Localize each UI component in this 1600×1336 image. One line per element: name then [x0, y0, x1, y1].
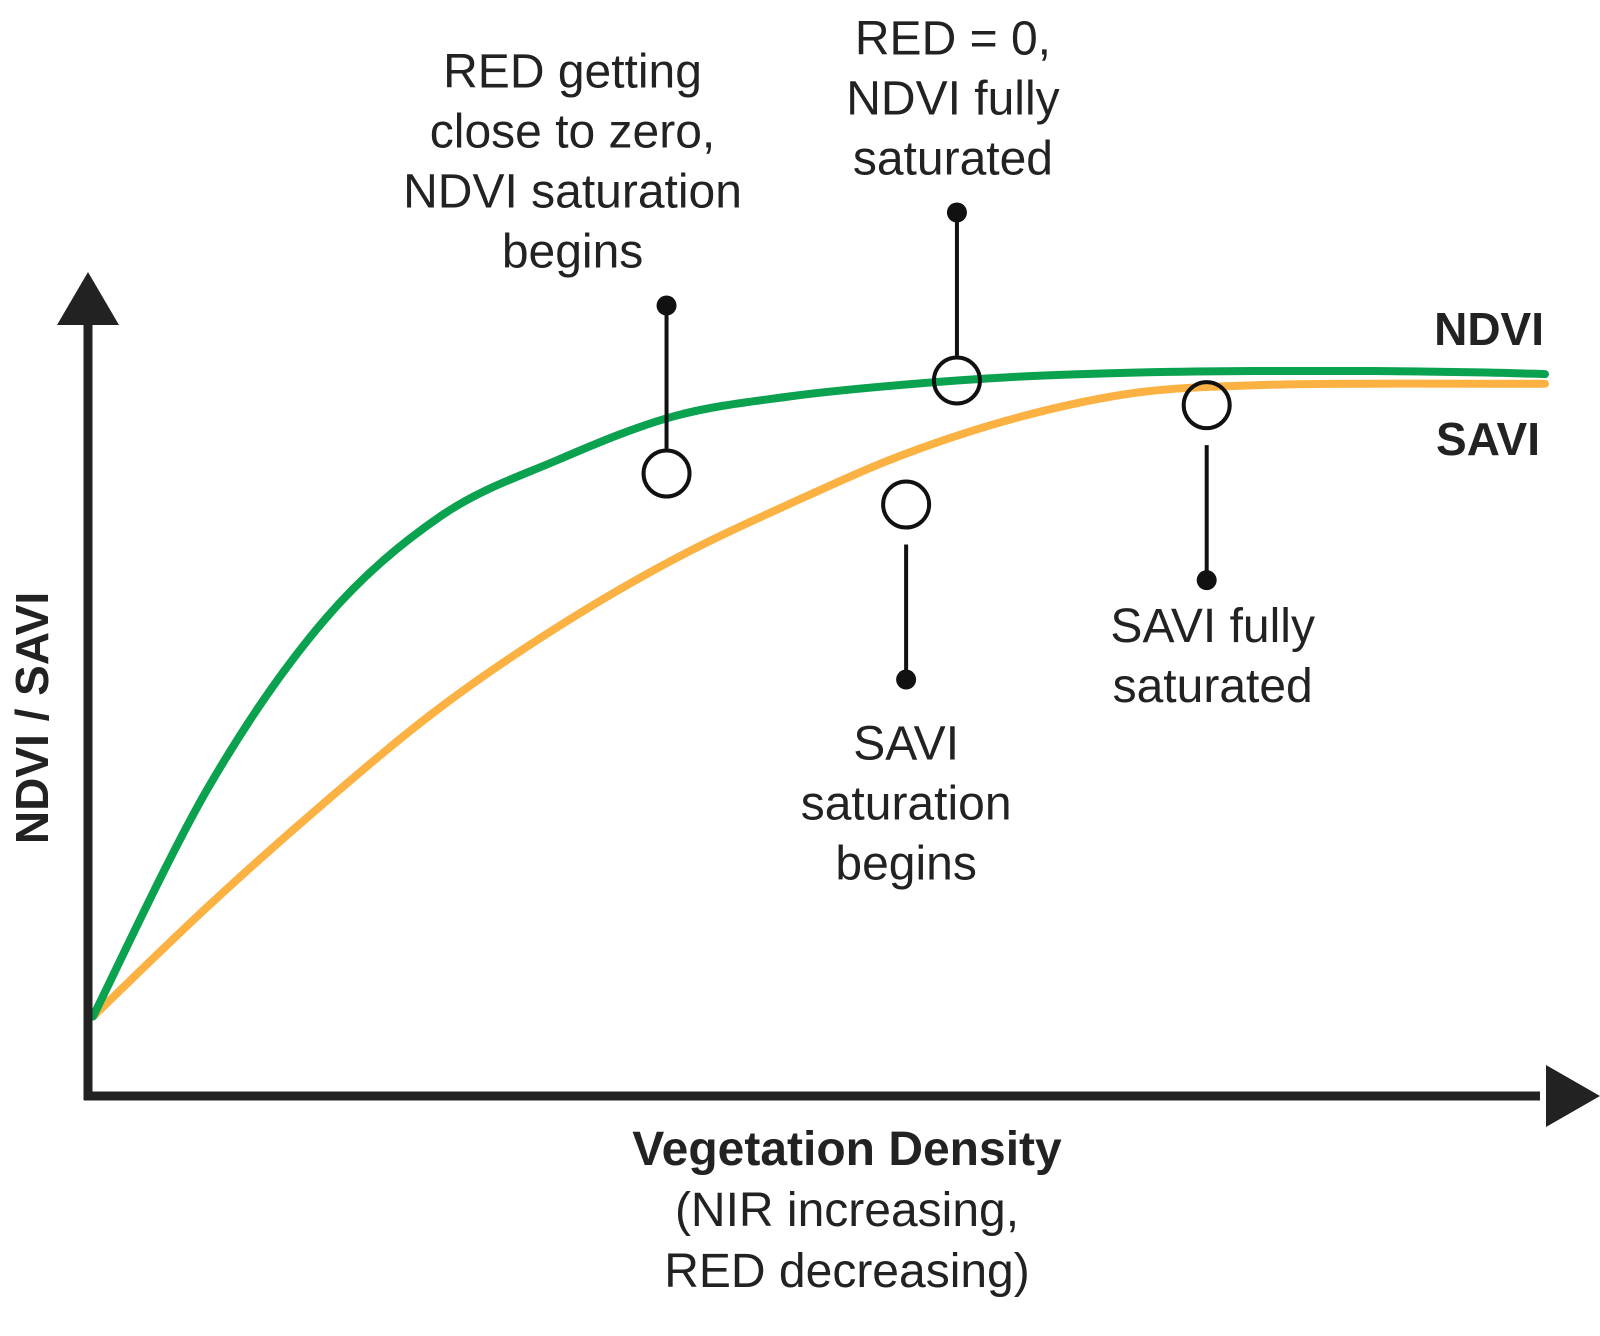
annotation-text-line: begins — [835, 838, 976, 891]
y-axis-label: NDVI / SAVI — [6, 592, 58, 844]
x-axis-arrow — [1546, 1065, 1600, 1127]
annotation-text-line: saturation — [801, 778, 1012, 831]
annotation-ndvi-fully-saturated: RED = 0, NDVI fully saturated — [846, 13, 1060, 406]
x-axis-label: Vegetation Density — [632, 1123, 1062, 1176]
axes-layer — [57, 272, 1600, 1127]
annotation-marker-circle — [1181, 380, 1232, 431]
annotation-leader-dot — [1196, 570, 1217, 591]
x-axis-sublabel-line-1: (NIR increasing, — [675, 1184, 1019, 1237]
annotation-text-line: begins — [502, 226, 643, 279]
annotation-text-line: NDVI saturation — [403, 166, 742, 219]
annotation-ndvi-saturation-begins: RED getting close to zero, NDVI saturation… — [403, 46, 742, 499]
annotation-text-line: NDVI fully — [846, 73, 1059, 126]
annotation-savi-fully-saturated: SAVI fully saturated — [1110, 380, 1315, 713]
curves-layer — [89, 366, 1549, 1021]
annotation-leader-dot — [946, 202, 967, 223]
annotation-marker-circle — [881, 479, 932, 530]
y-axis-arrow — [57, 272, 119, 325]
annotation-text-line: RED = 0, — [855, 13, 1051, 66]
legend-ndvi: NDVI — [1434, 303, 1544, 355]
series-line-savi — [89, 379, 1549, 1021]
x-axis-sublabel-line-2: RED decreasing) — [664, 1245, 1029, 1298]
annotations-layer: RED getting close to zero, NDVI saturation… — [403, 13, 1315, 891]
annotation-text-line: SAVI fully — [1110, 600, 1315, 653]
annotation-text-line: SAVI — [853, 718, 959, 771]
annotation-leader-dot — [896, 669, 917, 690]
annotation-text-line: RED getting — [443, 46, 702, 99]
annotation-text-line: saturated — [853, 133, 1053, 186]
annotation-marker-circle — [641, 448, 692, 499]
annotation-marker-circle — [931, 355, 982, 406]
annotation-text-line: close to zero, — [430, 106, 715, 159]
annotation-savi-saturation-begins: SAVI saturation begins — [801, 479, 1012, 891]
annotation-text-line: saturated — [1113, 660, 1313, 713]
legend-savi: SAVI — [1436, 413, 1540, 465]
annotation-leader-dot — [656, 295, 677, 316]
series-line-ndvi — [89, 366, 1549, 1021]
